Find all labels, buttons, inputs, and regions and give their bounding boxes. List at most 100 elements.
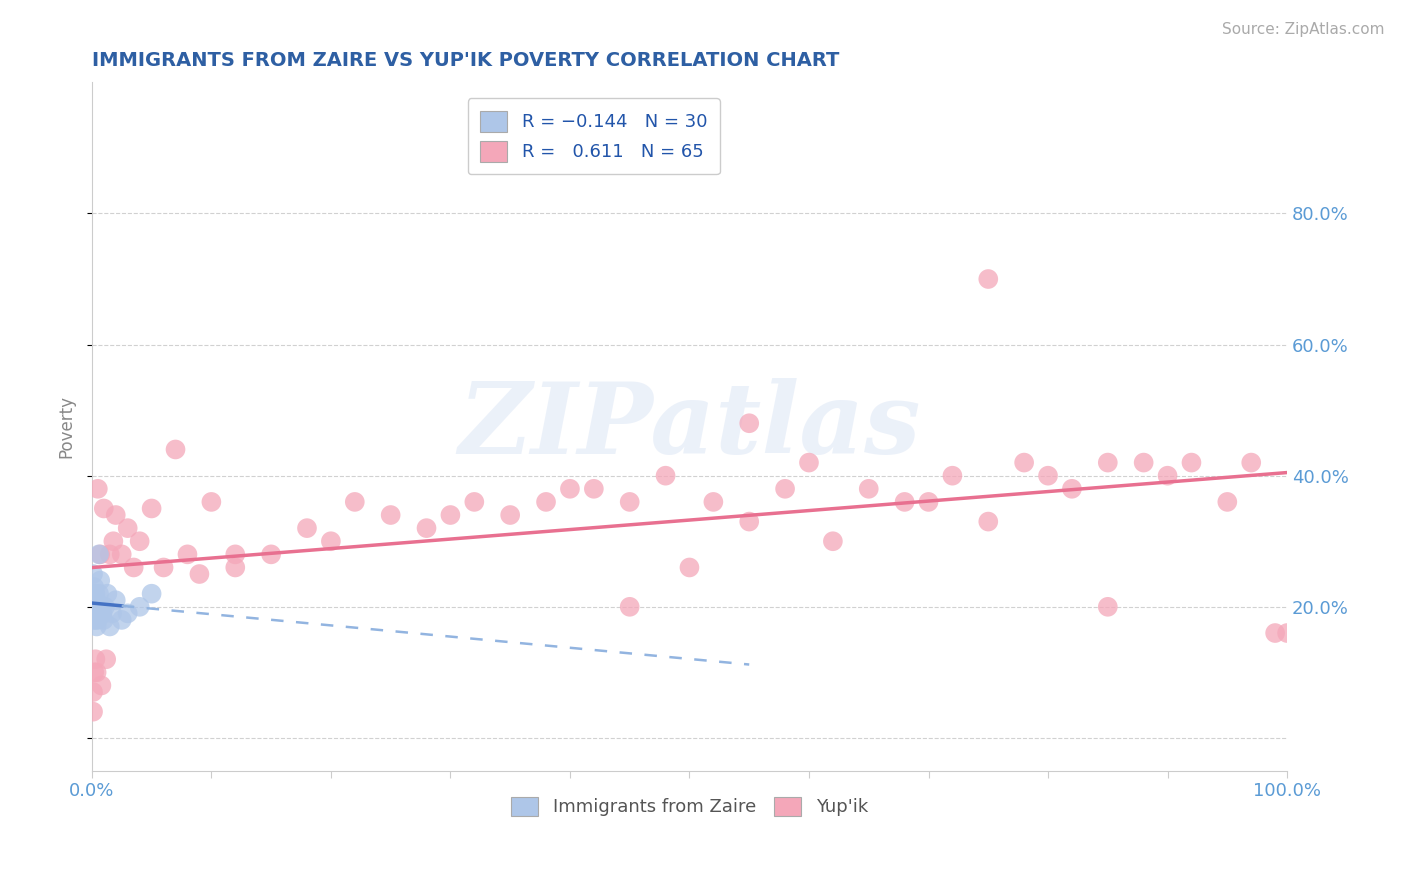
Point — [82, 599, 104, 614]
Point — [82, 587, 104, 601]
Point — [977, 515, 1000, 529]
Point — [738, 515, 761, 529]
Point — [582, 482, 605, 496]
Point — [319, 534, 342, 549]
Point — [1060, 482, 1083, 496]
Point — [619, 599, 641, 614]
Point — [87, 613, 110, 627]
Point — [941, 468, 963, 483]
Point — [463, 495, 485, 509]
Point — [260, 547, 283, 561]
Text: Source: ZipAtlas.com: Source: ZipAtlas.com — [1222, 22, 1385, 37]
Point — [91, 607, 114, 621]
Point — [98, 547, 121, 561]
Point — [128, 599, 150, 614]
Point — [152, 560, 174, 574]
Point — [104, 508, 127, 522]
Point — [654, 468, 676, 483]
Point — [1264, 626, 1286, 640]
Point — [1180, 456, 1202, 470]
Point — [1132, 456, 1154, 470]
Point — [84, 587, 107, 601]
Point — [93, 501, 115, 516]
Point — [1097, 456, 1119, 470]
Point — [87, 599, 110, 614]
Point — [821, 534, 844, 549]
Point — [84, 613, 107, 627]
Point — [141, 587, 163, 601]
Point — [83, 665, 105, 680]
Point — [1097, 599, 1119, 614]
Point — [917, 495, 939, 509]
Point — [224, 560, 246, 574]
Point — [200, 495, 222, 509]
Y-axis label: Poverty: Poverty — [58, 395, 75, 458]
Point — [117, 521, 139, 535]
Point — [1216, 495, 1239, 509]
Point — [87, 587, 110, 601]
Point — [893, 495, 915, 509]
Legend: Immigrants from Zaire, Yup'ik: Immigrants from Zaire, Yup'ik — [503, 789, 875, 823]
Point — [82, 685, 104, 699]
Point — [380, 508, 402, 522]
Point — [103, 534, 125, 549]
Point — [104, 593, 127, 607]
Point — [773, 482, 796, 496]
Point — [84, 652, 107, 666]
Point — [83, 607, 105, 621]
Point — [738, 416, 761, 430]
Point — [499, 508, 522, 522]
Point — [96, 652, 118, 666]
Point — [98, 619, 121, 633]
Point — [87, 547, 110, 561]
Point — [90, 599, 112, 614]
Point — [89, 574, 111, 588]
Point — [86, 619, 108, 633]
Point — [94, 599, 117, 614]
Point — [82, 613, 104, 627]
Point — [93, 613, 115, 627]
Point — [188, 567, 211, 582]
Text: ZIPatlas: ZIPatlas — [458, 378, 921, 475]
Point — [619, 495, 641, 509]
Point — [83, 593, 105, 607]
Point — [165, 442, 187, 457]
Point — [83, 580, 105, 594]
Point — [96, 587, 118, 601]
Point — [1240, 456, 1263, 470]
Point — [1156, 468, 1178, 483]
Point — [176, 547, 198, 561]
Text: IMMIGRANTS FROM ZAIRE VS YUP'IK POVERTY CORRELATION CHART: IMMIGRANTS FROM ZAIRE VS YUP'IK POVERTY … — [91, 51, 839, 70]
Point — [224, 547, 246, 561]
Point — [86, 665, 108, 680]
Point — [90, 678, 112, 692]
Point — [122, 560, 145, 574]
Point — [1036, 468, 1059, 483]
Point — [117, 607, 139, 621]
Point — [702, 495, 724, 509]
Point — [87, 482, 110, 496]
Point — [82, 567, 104, 582]
Point — [111, 547, 134, 561]
Point — [86, 593, 108, 607]
Point — [797, 456, 820, 470]
Point — [1012, 456, 1035, 470]
Point — [111, 613, 134, 627]
Point — [1275, 626, 1298, 640]
Point — [295, 521, 318, 535]
Point — [534, 495, 557, 509]
Point — [86, 607, 108, 621]
Point — [415, 521, 437, 535]
Point — [439, 508, 461, 522]
Point — [343, 495, 366, 509]
Point — [678, 560, 700, 574]
Point — [858, 482, 880, 496]
Point — [977, 272, 1000, 286]
Point — [558, 482, 581, 496]
Point — [89, 547, 111, 561]
Point — [141, 501, 163, 516]
Point — [84, 599, 107, 614]
Point — [101, 607, 124, 621]
Point — [82, 705, 104, 719]
Point — [128, 534, 150, 549]
